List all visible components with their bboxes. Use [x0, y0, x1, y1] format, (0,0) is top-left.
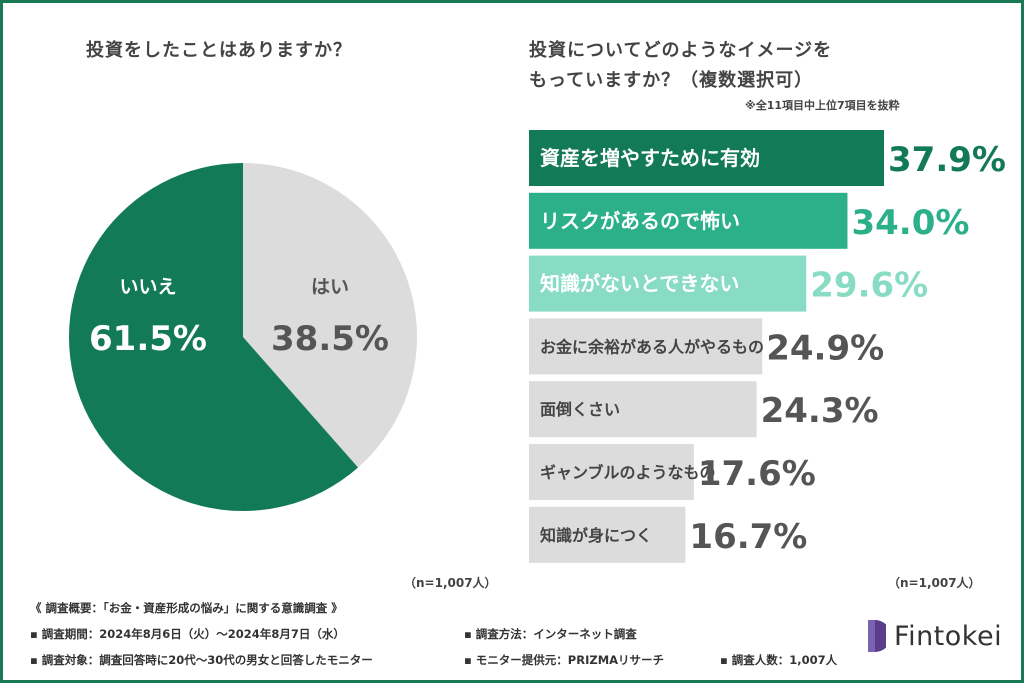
bar-3	[529, 255, 807, 312]
bar-label-2: リスクがあるので怖い	[540, 209, 740, 233]
bar-2	[529, 192, 848, 249]
fintokei-logo-icon	[868, 620, 886, 652]
bar-7	[529, 506, 686, 563]
pie-sample-size: （n=1,007人）	[404, 576, 497, 590]
bar-value-7: 16.7%	[689, 517, 807, 557]
bar-label-4: お金に余裕がある人がやるもの	[540, 337, 764, 356]
bar-chart-title: 投資についてどのようなイメージを もっていますか？（複数選択可）	[529, 36, 969, 96]
bar-value-3: 29.6%	[810, 266, 928, 306]
bar-chart-title-line-1: 投資についてどのようなイメージを	[529, 40, 833, 61]
survey-period: ▪ 調査期間：2024年8月6日（火）〜2024年8月7日（水）	[30, 627, 345, 641]
survey-method: ▪ 調査方法：インターネット調査	[464, 627, 637, 641]
bar-value-2: 34.0%	[851, 203, 969, 243]
bar-label-3: 知識がないとできない	[540, 272, 739, 296]
bar-4	[529, 318, 763, 375]
survey-heading: 《 調査概要：「お金・資産形成の悩み」に関する意識調査 》	[30, 601, 343, 615]
bar-6	[529, 444, 694, 500]
survey-target: ▪ 調査対象：調査回答時に20代〜30代の男女と回答したモニター	[30, 653, 373, 667]
survey-provider: ▪ モニター提供元：PRIZMAリサーチ	[464, 653, 665, 667]
bar-value-6: 17.6%	[698, 454, 816, 494]
pie-value-yes: 38.5%	[271, 319, 389, 359]
pie-chart-title: 投資をしたことはありますか？	[86, 40, 352, 61]
pie-label-no: いいえ	[119, 276, 176, 298]
bar-value-4: 24.9%	[766, 328, 884, 368]
bar-value-1: 37.9%	[888, 140, 1006, 180]
bar-label-1: 資産を増やすために有効	[540, 146, 760, 170]
bar-1	[529, 130, 884, 186]
pie-slice-yes	[243, 163, 417, 468]
bar-label-5: 面倒くさい	[540, 400, 620, 419]
bar-label-7: 知識が身につく	[540, 526, 652, 545]
bar-chart-title-line-2: もっていますか？（複数選択可）	[529, 70, 814, 91]
bar-sample-size: （n=1,007人）	[888, 576, 981, 590]
pie-label-yes: はい	[311, 276, 349, 298]
pie-value-no: 61.5%	[89, 319, 207, 359]
bar-value-5: 24.3%	[761, 391, 879, 431]
bar-chart-note: ※全11項目中上位7項目を抜粋	[745, 99, 900, 112]
fintokei-logo: Fintokei	[864, 616, 1002, 656]
bar-label-6: ギャンブルのようなもの	[540, 463, 716, 482]
survey-count: ▪ 調査人数：1,007人	[720, 653, 838, 667]
bar-5	[529, 381, 757, 438]
pie-slice-no	[68, 163, 359, 511]
fintokei-logo-text: Fintokei	[894, 620, 1003, 652]
